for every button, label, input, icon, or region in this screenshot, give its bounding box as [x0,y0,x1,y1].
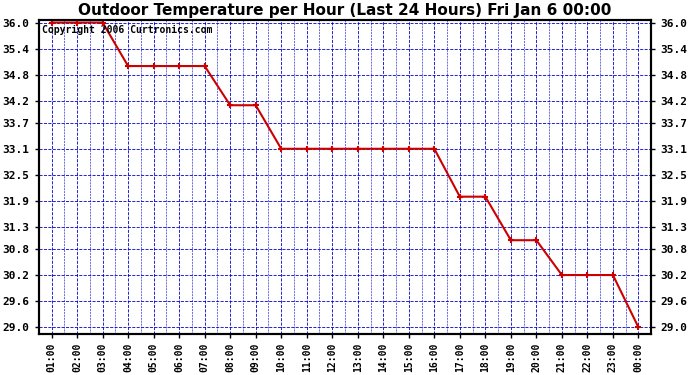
Text: Copyright 2006 Curtronics.com: Copyright 2006 Curtronics.com [42,25,213,35]
Title: Outdoor Temperature per Hour (Last 24 Hours) Fri Jan 6 00:00: Outdoor Temperature per Hour (Last 24 Ho… [78,3,612,18]
